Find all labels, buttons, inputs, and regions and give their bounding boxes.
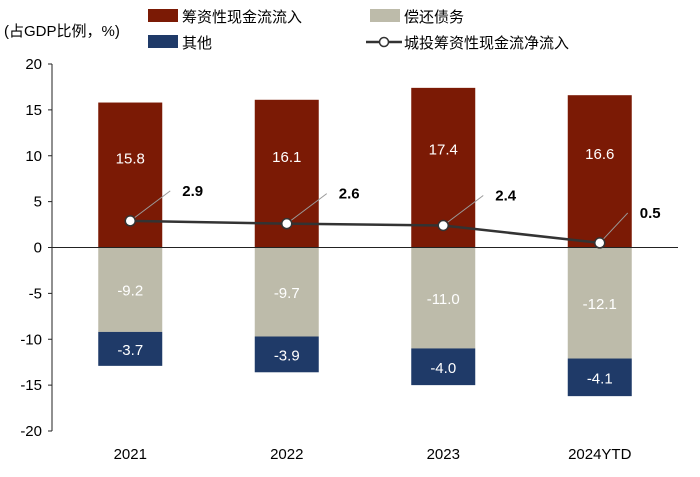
bar: [98, 247, 163, 332]
bar: [98, 331, 163, 366]
x-axis: 2021 2022 2023 2024YTD: [52, 247, 678, 463]
unit-label: (占GDP比例，%): [4, 23, 120, 40]
line-value-label: 0.5: [640, 205, 661, 222]
callout-leader: [286, 193, 328, 225]
legend-marker: [378, 36, 390, 48]
bar-value-label: -4.0: [430, 360, 456, 377]
bar: [567, 358, 632, 397]
bar: [254, 336, 319, 373]
bar: [567, 247, 632, 359]
line-value-label: 2.6: [339, 186, 360, 203]
callout-leader: [129, 190, 171, 222]
bar-value-label: 17.4: [429, 142, 458, 159]
y-tick-label: -20: [20, 423, 42, 440]
line-point: [594, 237, 606, 249]
bar: [567, 95, 632, 248]
legend-swatch: [370, 9, 400, 22]
legend-label: 筹资性现金流流入: [182, 9, 302, 26]
line-point: [281, 217, 293, 230]
callout-leader: [599, 212, 629, 244]
legend-label: 其他: [182, 35, 212, 52]
bar-value-label: 16.6: [585, 146, 614, 163]
line-value-label: 2.9: [182, 183, 203, 200]
y-tick-label: -15: [20, 377, 42, 394]
bar: [254, 247, 319, 337]
legend-swatch: [148, 35, 178, 48]
bar-value-label: -9.2: [117, 283, 143, 300]
bar: [411, 348, 476, 386]
line-point: [437, 219, 449, 232]
y-tick-label: 0: [34, 240, 42, 257]
x-tick-label: 2022: [270, 446, 303, 463]
y-tick-label: 20: [25, 56, 42, 73]
x-tick-label: 2023: [427, 446, 460, 463]
line-point: [124, 215, 136, 227]
y-tick-label: 10: [25, 148, 42, 165]
bar-value-label: 15.8: [116, 151, 145, 168]
y-tick-label: 5: [34, 194, 42, 211]
legend-label: 城投筹资性现金流净流入: [404, 35, 569, 52]
bar-value-label: 16.1: [272, 149, 301, 166]
y-tick-label: -10: [20, 331, 42, 348]
y-tick-label: 15: [25, 102, 42, 119]
y-tick-label: -5: [29, 285, 42, 302]
bar-value-label: -11.0: [427, 291, 460, 308]
legend-label: 偿还债务: [404, 9, 464, 26]
bar-value-label: -4.1: [587, 370, 613, 387]
bars-layer: 15.8 -9.2 -3.7 16.1 -9.7 -3.9 17.4 -11.0 -4.0 16.…: [98, 87, 632, 397]
net-line: [130, 219, 600, 245]
bar-value-label: -3.7: [117, 342, 143, 359]
y-axis: 20 15 10 5 0 -5 -10 -15 -20: [20, 56, 53, 440]
line-value-label: 2.4: [495, 187, 517, 204]
bar-value-label: -12.1: [583, 296, 617, 313]
bar-value-label: -9.7: [274, 285, 300, 302]
x-tick-label: 2021: [114, 446, 147, 463]
bar-value-label: -3.9: [274, 347, 300, 364]
net-line-layer: 2.9 2.6 2.4 0.5: [124, 183, 661, 249]
x-tick-label: 2024YTD: [568, 446, 632, 463]
legend-swatch: [148, 9, 178, 22]
callout-leader: [442, 195, 484, 226]
bar: [411, 247, 476, 349]
